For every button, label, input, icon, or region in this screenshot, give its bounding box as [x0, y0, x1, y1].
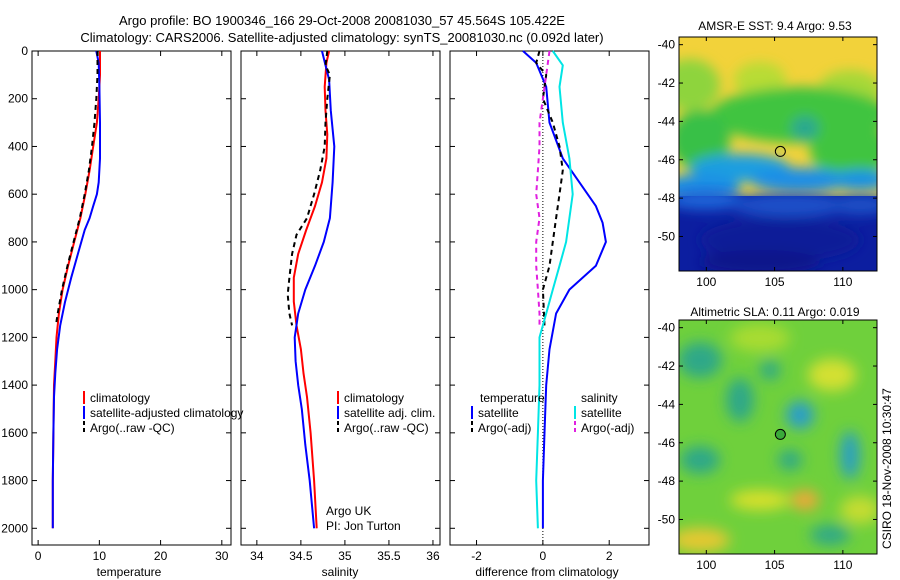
figure-title-line1: Argo profile: BO 1900346_166 29-Oct-2008… [119, 13, 565, 28]
map-x-tick-label: 105 [765, 558, 785, 572]
series-line-satellite-adj-clim [293, 50, 336, 529]
legend-label-argo: Argo(..raw -QC) [344, 421, 429, 435]
sst-map-frame [678, 36, 878, 272]
depth-tick-labels: 0 200 400 600 800 1000 1200 1400 1600 1800 2000 [1, 44, 28, 535]
map-y-tick-label: -42 [658, 359, 676, 373]
sst-map-image [679, 37, 877, 271]
depth-tick-label: 600 [8, 187, 28, 201]
map-y-tick-label: -50 [658, 229, 676, 243]
legend-label-salinity-argo: Argo(-adj) [581, 421, 634, 435]
difference-legend: temperature salinity satellite satellite… [471, 391, 634, 435]
x-tick-label: 0 [540, 549, 547, 563]
series-line-satellite [535, 50, 574, 529]
figure-title-line2: Climatology: CARS2006. Satellite-adjuste… [80, 30, 603, 45]
series-line-argo-raw-qc [286, 50, 331, 326]
depth-tick-label: 1400 [1, 378, 28, 392]
map-y-tick-label: -44 [658, 114, 676, 128]
x-tick-label: 34.5 [289, 549, 313, 563]
depth-tick-label: 1600 [1, 426, 28, 440]
legend-label-climatology: climatology [344, 391, 404, 405]
salinity-legend: climatology satellite adj. clim. Argo(..… [337, 391, 435, 435]
sla-map-ticks: 100 105 110 -40 -42 -44 -46 -48 -50 [658, 320, 877, 572]
series-line-argo-adj [535, 50, 551, 326]
series-line-climatology [292, 50, 331, 529]
map-y-tick-label: -48 [658, 191, 676, 205]
map-x-tick-label: 100 [696, 275, 716, 289]
series-line-argo-adj [535, 50, 564, 326]
salinity-plot-frame [240, 50, 441, 546]
difference-axis-label: difference from climatology [475, 565, 618, 579]
credit-line2: PI: Jon Turton [326, 519, 401, 533]
map-y-tick-label: -40 [658, 38, 676, 52]
depth-tick-label: 800 [8, 235, 28, 249]
legend-label-satellite-adjusted: satellite adj. clim. [344, 406, 435, 420]
x-tick-label: 10 [93, 549, 107, 563]
map-y-tick-label: -42 [658, 76, 676, 90]
x-tick-label: 30 [215, 549, 229, 563]
map-y-tick-label: -40 [658, 321, 676, 335]
map-x-tick-label: 100 [696, 558, 716, 572]
sla-argo-location-marker [774, 428, 786, 440]
sla-map-title: Altimetric SLA: 0.11 Argo: 0.019 [690, 305, 860, 319]
legend-label-argo: Argo(..raw -QC) [90, 421, 175, 435]
x-tick-label: 20 [154, 549, 168, 563]
legend-label-temperature-argo: Argo(-adj) [478, 421, 531, 435]
x-tick-label: 34 [250, 549, 264, 563]
sla-map-image [679, 320, 877, 554]
series-line-satellite-adjusted-climatology [51, 50, 101, 529]
depth-tick-label: 1000 [1, 283, 28, 297]
map-y-tick-label: -46 [658, 153, 676, 167]
map-y-tick-label: -50 [658, 512, 676, 526]
legend-label-satellite-adjusted: satellite-adjusted climatology [90, 406, 243, 420]
legend-heading-temperature: temperature [480, 391, 545, 405]
map-x-tick-label: 105 [765, 275, 785, 289]
temperature-legend: climatology satellite-adjusted climatolo… [83, 391, 243, 435]
temperature-axis-label: temperature [97, 565, 162, 579]
timestamp-stamp: CSIRO 18-Nov-2008 10:30:47 [880, 388, 894, 549]
x-tick-label: -2 [471, 549, 482, 563]
map-x-tick-label: 110 [833, 275, 852, 289]
depth-tick-label: 200 [8, 92, 28, 106]
map-y-tick-label: -44 [658, 397, 676, 411]
depth-tick-label: 1800 [1, 474, 28, 488]
legend-label-salinity-satellite: satellite [581, 406, 622, 420]
x-tick-label: 35 [338, 549, 352, 563]
map-y-tick-label: -46 [658, 436, 676, 450]
sst-map-ticks: 100 105 110 -40 -42 -44 -46 -48 -50 [658, 37, 877, 289]
legend-label-climatology: climatology [90, 391, 150, 405]
x-tick-label: 0 [35, 549, 42, 563]
series-line-argo-raw-qc [54, 51, 99, 326]
depth-tick-label: 400 [8, 139, 28, 153]
map-y-tick-label: -48 [658, 474, 676, 488]
depth-tick-label: 1200 [1, 330, 28, 344]
x-tick-label: 2 [606, 549, 613, 563]
legend-heading-salinity: salinity [581, 391, 618, 405]
salinity-axis-label: salinity [322, 565, 359, 579]
depth-tick-label: 2000 [1, 521, 28, 535]
legend-label-temperature-satellite: satellite [478, 406, 519, 420]
x-tick-label: 35.5 [377, 549, 401, 563]
sla-map-frame [678, 319, 878, 555]
credit-line1: Argo UK [326, 504, 371, 518]
sst-map-title: AMSR-E SST: 9.4 Argo: 9.53 [698, 19, 852, 33]
x-tick-label: 36 [426, 549, 440, 563]
sst-argo-location-marker [774, 145, 786, 157]
depth-tick-label: 0 [21, 44, 28, 58]
map-x-tick-label: 110 [833, 558, 852, 572]
